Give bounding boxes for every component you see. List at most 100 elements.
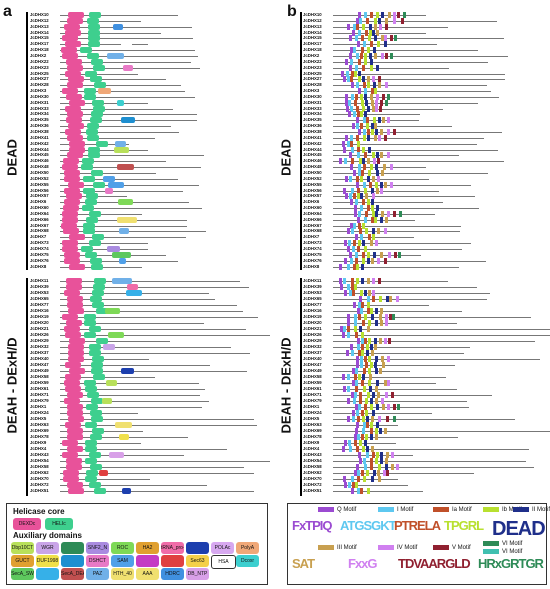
dexdc-domain	[66, 302, 83, 308]
dexdc-domain	[64, 29, 81, 36]
protein-line	[60, 383, 199, 384]
protein-line	[60, 32, 161, 34]
protein-line	[60, 15, 179, 16]
motif-mark	[370, 476, 374, 482]
motif-mark	[362, 199, 366, 206]
gene-label: JcDHX74	[303, 246, 322, 251]
motif-mark	[386, 452, 390, 458]
gene-label: JcDHX8	[30, 263, 47, 269]
gene-label: JcDHX60	[30, 205, 49, 211]
motif-mark	[371, 99, 375, 106]
motif-mark	[364, 228, 368, 235]
motif-mark	[396, 12, 400, 18]
motif-mark	[354, 314, 358, 320]
core-title: Helicase core	[13, 507, 65, 516]
protein-line	[333, 32, 426, 34]
motif-mark	[348, 99, 352, 106]
protein-line	[333, 231, 461, 233]
helic-domain	[91, 416, 104, 422]
gene-row: JcDHX5	[303, 416, 545, 422]
gene-row: JcDHX79	[303, 398, 545, 404]
dexdc-domain	[68, 146, 85, 153]
gene-row: JcDHX59	[30, 380, 270, 386]
motif-mark	[370, 458, 374, 464]
motif-mark	[395, 296, 399, 302]
aux-chip	[186, 542, 209, 554]
motif-mark	[365, 29, 369, 36]
motif-mark	[377, 464, 381, 470]
dexdc-domain	[61, 35, 78, 42]
aux-chip: PAZ	[86, 568, 109, 580]
motif-mark	[347, 246, 351, 252]
gene-row: JcDHX52	[30, 175, 270, 182]
aux-domain	[107, 332, 124, 338]
gene-label: JcDHX58	[30, 374, 49, 379]
motif-mark	[361, 240, 365, 247]
aux-domain	[103, 344, 115, 350]
motif-mark	[366, 117, 370, 124]
motif-mark	[393, 416, 397, 422]
motif-mark	[352, 222, 356, 229]
gene-label: JcDHX46	[303, 158, 322, 164]
gene-row: JcDHX15	[30, 35, 270, 42]
panel-a-dead-label: DEAD	[4, 139, 20, 176]
gene-label: JcDHX78	[30, 434, 49, 439]
motif-mark	[364, 187, 368, 194]
gene-row: JcDHX69	[303, 428, 550, 434]
motif-mark	[398, 210, 402, 217]
motif-mark	[380, 320, 384, 326]
gene-label: JcDHX47	[30, 362, 49, 367]
helic-domain	[90, 362, 103, 368]
gene-label: JcDHX9	[303, 440, 320, 445]
motif-mark	[353, 470, 357, 476]
gene-label: JcDHX67	[303, 222, 322, 228]
helic-domain	[90, 263, 103, 270]
helic-domain	[90, 296, 103, 302]
motif-mark	[373, 338, 377, 344]
protein-line	[60, 190, 183, 192]
gene-row: JcDHX49	[30, 368, 270, 374]
gene-row: JcDHX65	[30, 296, 270, 302]
motif-swatch	[483, 540, 499, 546]
gene-label: JcDHX36	[30, 123, 49, 129]
dexdc-domain	[65, 422, 82, 428]
motif-mark	[364, 99, 368, 106]
aux-chip: SAM	[111, 555, 134, 567]
motif-mark	[346, 263, 350, 270]
motif-mark	[377, 82, 381, 89]
motif-mark	[371, 193, 375, 200]
protein-line	[60, 317, 258, 318]
motif-mark	[379, 452, 383, 458]
gene-label: JcDHX61	[30, 386, 49, 391]
motif-mark	[362, 422, 366, 428]
dexdc-domain	[61, 246, 78, 252]
motif-mark	[392, 404, 396, 410]
motif-mark	[376, 41, 380, 48]
motif-mark	[354, 392, 358, 398]
gene-label: JcDHX14	[30, 29, 49, 35]
gene-row: JcDHX9	[30, 440, 270, 446]
dexdc-domain	[62, 88, 79, 95]
gene-label: JcDHX65	[30, 296, 49, 301]
protein-line	[60, 485, 208, 486]
dexdc-domain	[66, 392, 83, 398]
motif-mark	[389, 52, 393, 59]
panel-a-deah-bar	[26, 278, 28, 496]
gene-label: JcDHX27	[303, 76, 322, 82]
gene-label: JcDHX2	[303, 52, 320, 58]
motif-mark	[385, 23, 389, 30]
dexdc-domain	[61, 222, 78, 229]
motif-logo: ATGSGKT	[340, 518, 397, 533]
motif-mark	[388, 314, 392, 320]
protein-line	[60, 178, 179, 180]
dexdc-domain	[68, 234, 85, 241]
helic-domain	[88, 29, 101, 36]
helic-domain	[84, 199, 97, 206]
motif-mark	[375, 380, 379, 386]
gene-row: JcDHX10	[30, 12, 270, 18]
gene-row: JcDHX20	[303, 320, 545, 326]
gene-label: JcDHX3	[30, 88, 47, 94]
gene-label: JcDHX10	[303, 12, 322, 17]
helic-domain	[95, 140, 108, 147]
motif-mark	[359, 93, 363, 100]
